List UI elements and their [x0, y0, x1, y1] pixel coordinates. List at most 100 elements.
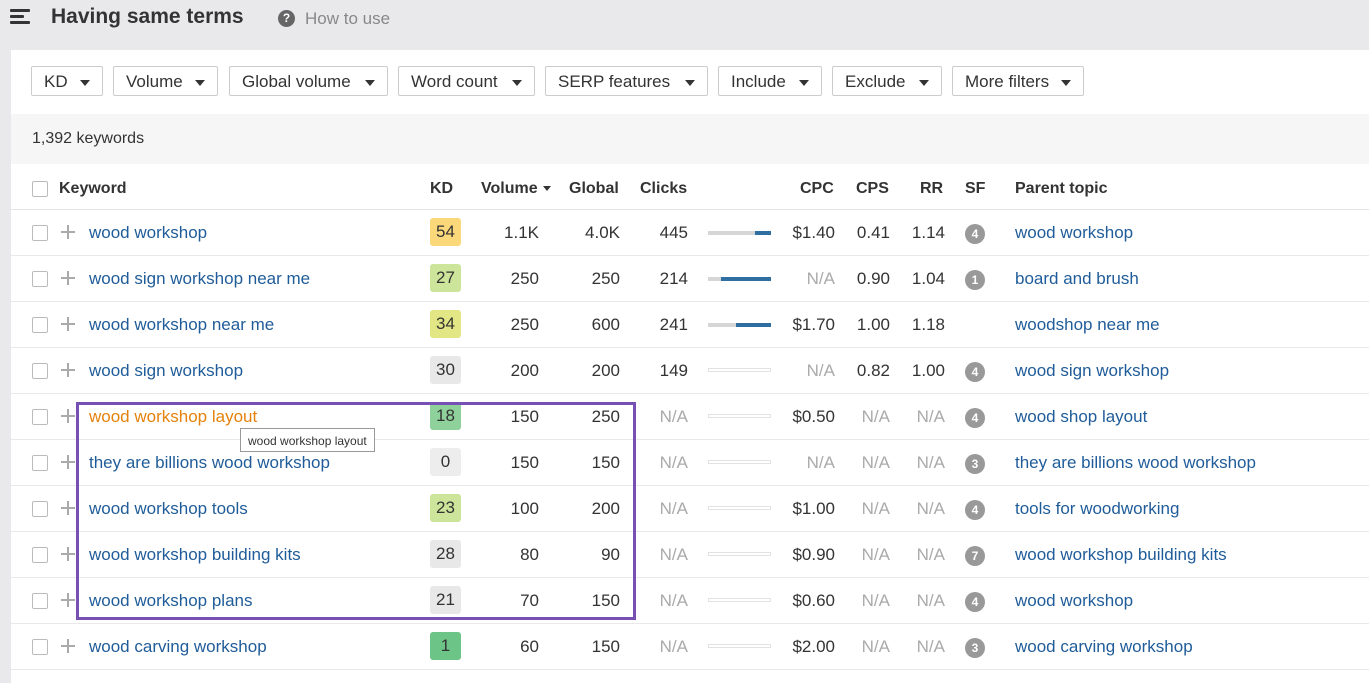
add-to-list-icon[interactable]: [59, 499, 77, 517]
col-cps[interactable]: CPS: [856, 180, 889, 197]
parent-topic-link[interactable]: wood shop layout: [1015, 407, 1148, 426]
rr-value: 1.18: [911, 315, 945, 334]
add-to-list-icon[interactable]: [59, 361, 77, 379]
kd-badge: 23: [430, 494, 461, 522]
col-keyword[interactable]: Keyword: [59, 180, 127, 197]
add-to-list-icon[interactable]: [59, 315, 77, 333]
parent-topic-link[interactable]: they are billions wood workshop: [1015, 453, 1256, 472]
parent-topic-link[interactable]: tools for woodworking: [1015, 499, 1180, 518]
caret-down-icon: [80, 80, 90, 86]
clicks-bar: [708, 414, 771, 418]
results-panel: KD Volume Global volume Word count SERP …: [11, 50, 1369, 683]
add-to-list-icon[interactable]: [59, 269, 77, 287]
row-checkbox[interactable]: [32, 225, 48, 241]
caret-down-icon: [799, 80, 809, 86]
add-to-list-icon[interactable]: [59, 223, 77, 241]
volume-value: 150: [510, 407, 539, 426]
filter-exclude-button[interactable]: Exclude: [832, 66, 942, 96]
clicks-bar-paid: [720, 277, 771, 281]
keyword-link[interactable]: they are billions wood workshop: [89, 453, 330, 472]
keyword-link[interactable]: wood workshop layout: [89, 407, 258, 426]
global-value: 150: [591, 637, 620, 656]
add-to-list-icon[interactable]: [59, 637, 77, 655]
serp-features-badge[interactable]: 4: [965, 362, 985, 382]
filter-label: KD: [44, 72, 68, 91]
keyword-link[interactable]: wood workshop tools: [89, 499, 248, 518]
table-row: wood workshop near me 34 250 600 241 $1.70 1.0…: [11, 302, 1369, 348]
col-parent-topic[interactable]: Parent topic: [1015, 180, 1108, 197]
volume-value: 150: [510, 453, 539, 472]
row-checkbox[interactable]: [32, 455, 48, 471]
row-checkbox[interactable]: [32, 501, 48, 517]
row-checkbox[interactable]: [32, 593, 48, 609]
row-checkbox[interactable]: [32, 409, 48, 425]
clicks-bar: [708, 552, 771, 556]
cpc-value: $1.70: [792, 315, 835, 334]
col-cpc[interactable]: CPC: [800, 180, 834, 197]
row-checkbox[interactable]: [32, 639, 48, 655]
row-checkbox[interactable]: [32, 547, 48, 563]
filter-include-button[interactable]: Include: [718, 66, 822, 96]
cpc-value: $0.60: [792, 591, 835, 610]
keyword-link[interactable]: wood workshop near me: [89, 315, 275, 334]
parent-topic-link[interactable]: wood carving workshop: [1015, 637, 1193, 656]
add-to-list-icon[interactable]: [59, 591, 77, 609]
filter-serp-features-button[interactable]: SERP features: [545, 66, 708, 96]
row-checkbox[interactable]: [32, 363, 48, 379]
cpc-value: $1.40: [792, 223, 835, 242]
help-icon[interactable]: ?: [278, 10, 295, 27]
serp-features-badge[interactable]: 3: [965, 638, 985, 658]
keyword-tooltip: wood workshop layout: [240, 428, 375, 452]
kd-badge: 28: [430, 540, 461, 568]
select-all-checkbox[interactable]: [32, 181, 48, 197]
parent-topic-link[interactable]: wood workshop: [1015, 591, 1134, 610]
serp-features-badge[interactable]: 4: [965, 500, 985, 520]
serp-features-badge[interactable]: 4: [965, 408, 985, 428]
add-to-list-icon[interactable]: [59, 545, 77, 563]
parent-topic-link[interactable]: wood workshop building kits: [1015, 545, 1227, 564]
filter-word-count-button[interactable]: Word count: [398, 66, 535, 96]
serp-features-badge[interactable]: 4: [965, 224, 985, 244]
serp-features-badge[interactable]: 7: [965, 546, 985, 566]
clicks-value: N/A: [659, 499, 688, 518]
row-checkbox[interactable]: [32, 271, 48, 287]
menu-icon[interactable]: [10, 9, 30, 25]
parent-topic-link[interactable]: board and brush: [1015, 269, 1139, 288]
filter-volume-button[interactable]: Volume: [113, 66, 218, 96]
col-volume[interactable]: Volume: [481, 180, 551, 198]
filter-global-volume-button[interactable]: Global volume: [229, 66, 388, 96]
serp-features-badge[interactable]: 4: [965, 592, 985, 612]
keyword-link[interactable]: wood sign workshop near me: [89, 269, 311, 288]
col-global[interactable]: Global: [569, 180, 619, 197]
volume-value: 200: [510, 361, 539, 380]
caret-down-icon: [1061, 80, 1071, 86]
keyword-link[interactable]: wood workshop building kits: [89, 545, 301, 564]
sort-desc-icon: [542, 186, 551, 192]
keyword-link[interactable]: wood carving workshop: [89, 637, 267, 656]
clicks-bar: [708, 323, 771, 327]
col-clicks[interactable]: Clicks: [640, 180, 688, 197]
volume-value: 250: [510, 315, 539, 334]
keyword-link[interactable]: wood workshop plans: [89, 591, 253, 610]
cps-value: N/A: [861, 591, 890, 610]
serp-features-badge[interactable]: 1: [965, 270, 985, 290]
col-sf[interactable]: SF: [965, 180, 986, 197]
parent-topic-link[interactable]: wood workshop: [1015, 223, 1134, 242]
parent-topic-link[interactable]: wood sign workshop: [1015, 361, 1170, 380]
keyword-link[interactable]: wood sign workshop: [89, 361, 244, 380]
filter-kd-button[interactable]: KD: [31, 66, 103, 96]
row-checkbox[interactable]: [32, 317, 48, 333]
filter-more-filters-button[interactable]: More filters: [952, 66, 1084, 96]
table-row: wood workshop tools 23 100 200 N/A $1.00 N/A N/…: [11, 486, 1369, 532]
clicks-bar: [708, 277, 771, 281]
how-to-use-link[interactable]: How to use: [305, 9, 391, 28]
keyword-link[interactable]: wood workshop: [89, 223, 208, 242]
col-kd[interactable]: KD: [430, 180, 454, 197]
col-rr[interactable]: RR: [920, 180, 944, 197]
cpc-value: $0.50: [792, 407, 835, 426]
clicks-value: N/A: [659, 453, 688, 472]
serp-features-badge[interactable]: 3: [965, 454, 985, 474]
add-to-list-icon[interactable]: [59, 453, 77, 471]
add-to-list-icon[interactable]: [59, 407, 77, 425]
parent-topic-link[interactable]: woodshop near me: [1015, 315, 1160, 334]
